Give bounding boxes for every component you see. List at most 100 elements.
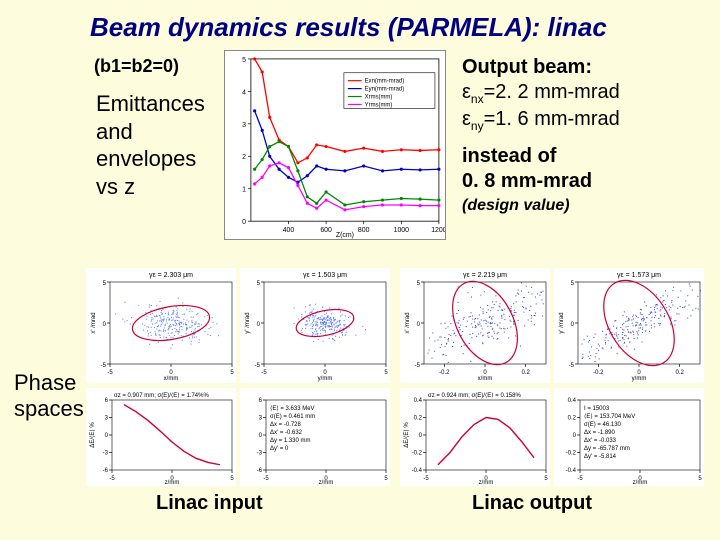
svg-text:0: 0 bbox=[259, 433, 263, 439]
page-title: Beam dynamics results (PARMELA): linac bbox=[90, 12, 607, 43]
svg-text:Eyn(mm-mrad): Eyn(mm-mrad) bbox=[365, 87, 405, 93]
svg-text:-6: -6 bbox=[103, 468, 109, 474]
svg-text:Δx' = -0.632: Δx' = -0.632 bbox=[270, 430, 303, 436]
svg-text:σ(E) = 0.461 mm: σ(E) = 0.461 mm bbox=[270, 414, 315, 420]
svg-text:1200: 1200 bbox=[431, 227, 445, 234]
svg-text:-5: -5 bbox=[263, 476, 269, 482]
svg-text:6: 6 bbox=[259, 398, 263, 404]
caption-line: spaces bbox=[14, 396, 84, 421]
svg-text:5: 5 bbox=[571, 281, 575, 287]
svg-text:2: 2 bbox=[242, 154, 246, 161]
svg-text:-0.2: -0.2 bbox=[593, 370, 604, 376]
output-header: Output beam: bbox=[462, 55, 620, 80]
epsilon-symbol: ε bbox=[462, 81, 471, 103]
svg-text:ΔE/⟨E⟩ %: ΔE/⟨E⟩ % bbox=[403, 422, 410, 448]
svg-text:1000: 1000 bbox=[394, 227, 410, 234]
svg-text:0.4: 0.4 bbox=[414, 398, 423, 404]
subscript: ny bbox=[471, 119, 484, 133]
svg-text:Δx' = -0.033: Δx' = -0.033 bbox=[584, 438, 617, 444]
svg-text:0.2: 0.2 bbox=[675, 370, 684, 376]
phase-spaces-caption: Phase spaces bbox=[14, 370, 84, 423]
title-suffix: (PARMELA): linac bbox=[388, 12, 607, 42]
emittance-chart: 01234540060080010001200Z(cm)Exn(mm-mrad)… bbox=[224, 50, 446, 240]
svg-text:-3: -3 bbox=[103, 451, 109, 457]
svg-text:Δy = -65.787 mm: Δy = -65.787 mm bbox=[584, 446, 630, 452]
svg-text:5: 5 bbox=[698, 476, 702, 482]
svg-text:1: 1 bbox=[242, 187, 246, 194]
svg-text:γε = 2.219 μm: γε = 2.219 μm bbox=[463, 272, 507, 279]
instead-line: instead of bbox=[462, 144, 620, 169]
svg-text:x/mm: x/mm bbox=[164, 376, 179, 382]
caption-line: vs z bbox=[96, 174, 135, 199]
svg-text:-5: -5 bbox=[261, 370, 267, 376]
svg-text:-5: -5 bbox=[255, 363, 261, 369]
linac-input-label: Linac input bbox=[156, 492, 263, 515]
condition-label: (b1=b2=0) bbox=[94, 56, 179, 77]
svg-text:-3: -3 bbox=[257, 451, 263, 457]
svg-text:3: 3 bbox=[105, 416, 109, 422]
value-text: =2. 2 mm-mrad bbox=[484, 81, 620, 103]
svg-text:y' /mrad: y' /mrad bbox=[559, 312, 565, 333]
svg-text:-5: -5 bbox=[107, 370, 113, 376]
phase-space-panel-8: -505-0.4-0.200.20.4z/mmI = 15003⟨E⟩ = 15… bbox=[554, 388, 704, 486]
phase-space-panel-3: γε = 2.219 μm-0.200.2-505x/mmx' /mrad bbox=[400, 268, 550, 383]
value-text: =1. 6 mm-mrad bbox=[484, 108, 620, 130]
svg-text:3: 3 bbox=[242, 122, 246, 129]
svg-text:5: 5 bbox=[384, 476, 388, 482]
svg-text:0: 0 bbox=[573, 433, 577, 439]
svg-text:Yrms(mm): Yrms(mm) bbox=[365, 102, 393, 108]
svg-text:5: 5 bbox=[230, 476, 234, 482]
svg-text:0.2: 0.2 bbox=[568, 416, 577, 422]
svg-text:5: 5 bbox=[257, 281, 261, 287]
caption-line: envelopes bbox=[96, 146, 196, 171]
instead-value: 0. 8 mm-mrad bbox=[462, 169, 620, 194]
phase-space-panel-6: -505-6-3036z/mm⟨E⟩ = 3.633 MeVσ(E) = 0.4… bbox=[240, 388, 390, 486]
output-beam-block: Output beam: εnx=2. 2 mm-mrad εny=1. 6 m… bbox=[462, 55, 620, 216]
svg-text:-5: -5 bbox=[577, 476, 583, 482]
phase-space-panel-7: σz = 0.924 mm; σ(E)/⟨E⟩ = 0.158%-505-0.4… bbox=[400, 388, 550, 486]
title-main: Beam dynamics results bbox=[90, 12, 388, 42]
svg-text:Δy' = 0: Δy' = 0 bbox=[270, 446, 289, 452]
svg-text:0.2: 0.2 bbox=[521, 370, 530, 376]
svg-text:y' /mrad: y' /mrad bbox=[245, 312, 251, 333]
svg-text:σz = 0.924 mm; σ(E)/⟨E⟩ = 0.15: σz = 0.924 mm; σ(E)/⟨E⟩ = 0.158% bbox=[428, 392, 521, 399]
svg-text:0: 0 bbox=[417, 322, 421, 328]
svg-text:-5: -5 bbox=[569, 363, 575, 369]
svg-text:Exn(mm-mrad): Exn(mm-mrad) bbox=[365, 79, 405, 85]
svg-text:z/mm: z/mm bbox=[633, 480, 648, 486]
emittance-caption: Emittances and envelopes vs z bbox=[96, 90, 205, 200]
svg-text:0.2: 0.2 bbox=[414, 416, 423, 422]
svg-text:800: 800 bbox=[358, 227, 370, 234]
svg-text:400: 400 bbox=[283, 227, 295, 234]
svg-text:-0.2: -0.2 bbox=[412, 451, 423, 457]
svg-text:I = 15003: I = 15003 bbox=[584, 406, 610, 412]
svg-text:σ(E) = 46.130: σ(E) = 46.130 bbox=[584, 422, 622, 428]
output-eny: εny=1. 6 mm-mrad bbox=[462, 107, 620, 134]
linac-output-label: Linac output bbox=[472, 492, 592, 515]
svg-text:-5: -5 bbox=[423, 476, 429, 482]
svg-text:y/mm: y/mm bbox=[318, 376, 333, 382]
svg-text:Δy' = -5.814: Δy' = -5.814 bbox=[584, 454, 617, 460]
svg-text:0: 0 bbox=[571, 322, 575, 328]
svg-text:γε = 1.503 μm: γε = 1.503 μm bbox=[303, 272, 347, 279]
svg-text:z/mm: z/mm bbox=[165, 480, 180, 486]
svg-text:0: 0 bbox=[242, 219, 246, 226]
svg-text:5: 5 bbox=[417, 281, 421, 287]
svg-text:-6: -6 bbox=[257, 468, 263, 474]
svg-text:0.4: 0.4 bbox=[568, 398, 577, 404]
svg-text:0: 0 bbox=[105, 433, 109, 439]
svg-text:x' /mrad: x' /mrad bbox=[405, 312, 411, 333]
svg-text:Z(cm): Z(cm) bbox=[336, 232, 354, 239]
epsilon-symbol: ε bbox=[462, 108, 471, 130]
svg-text:0: 0 bbox=[257, 322, 261, 328]
caption-line: Emittances bbox=[96, 91, 205, 116]
svg-text:-5: -5 bbox=[415, 363, 421, 369]
output-enx: εnx=2. 2 mm-mrad bbox=[462, 80, 620, 107]
svg-text:600: 600 bbox=[320, 227, 332, 234]
svg-text:γε = 1.573 μm: γε = 1.573 μm bbox=[617, 272, 661, 279]
svg-text:5: 5 bbox=[242, 57, 246, 64]
svg-text:Δy = 1.330 mm: Δy = 1.330 mm bbox=[270, 438, 311, 444]
svg-text:-0.2: -0.2 bbox=[566, 451, 577, 457]
svg-text:-0.4: -0.4 bbox=[566, 468, 577, 474]
svg-text:-5: -5 bbox=[109, 476, 115, 482]
